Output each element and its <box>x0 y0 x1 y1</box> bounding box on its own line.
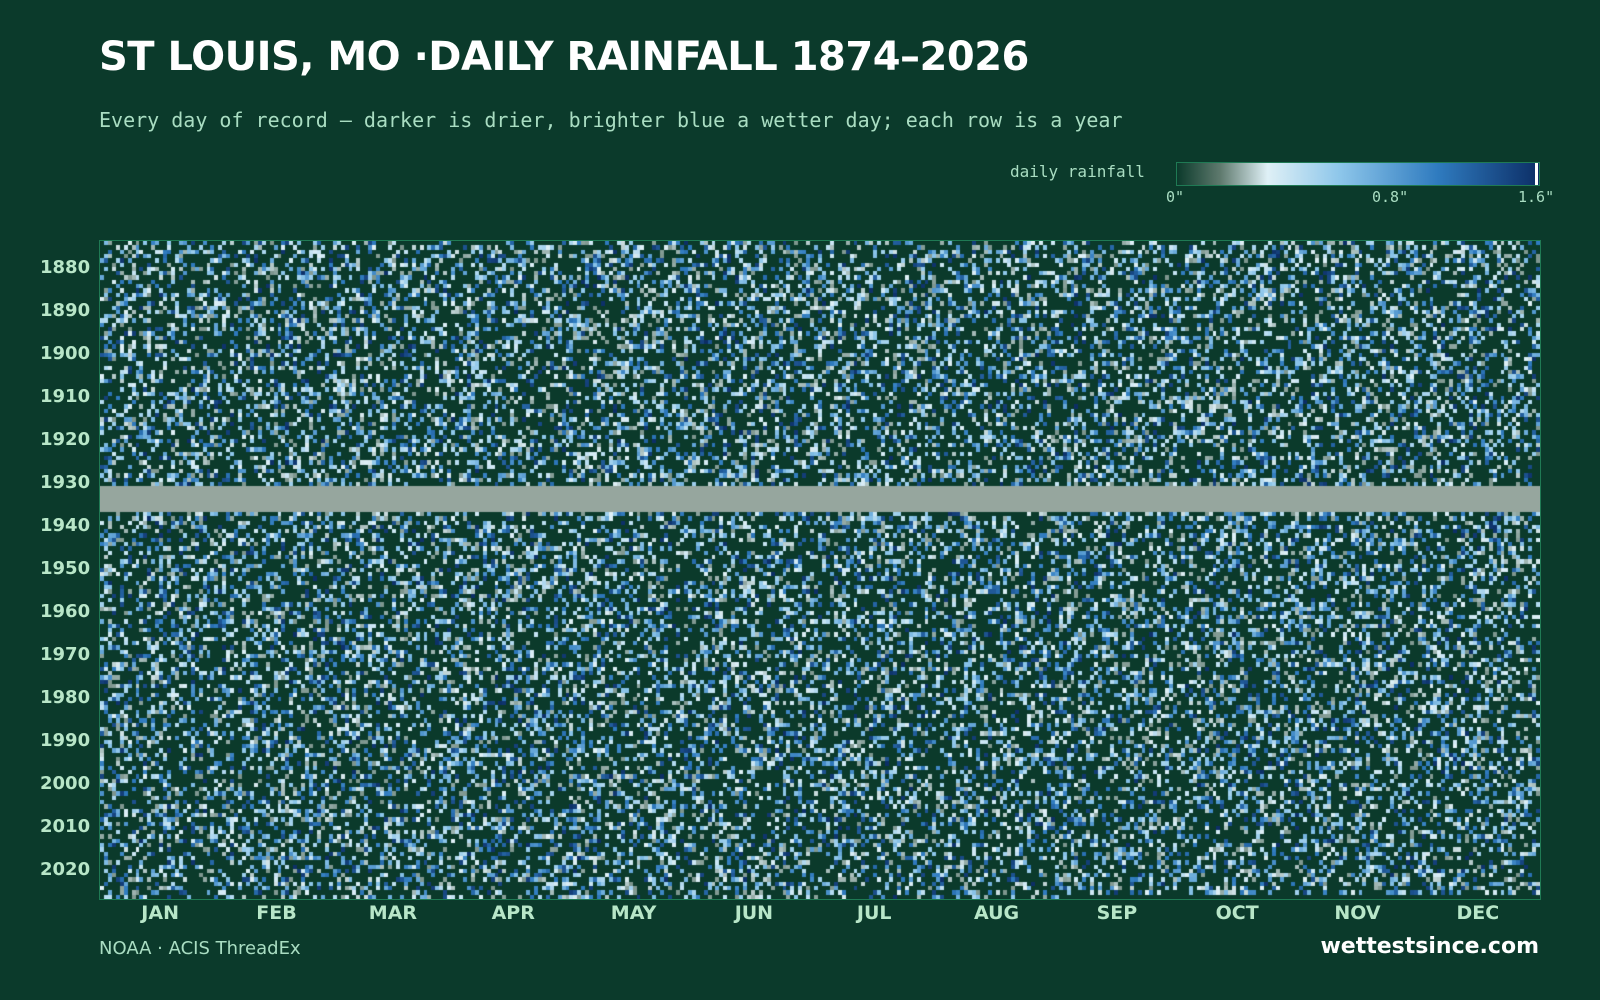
y-tick-label: 1880 <box>40 256 91 278</box>
y-tick-label: 2010 <box>40 816 91 838</box>
legend-tick-min: 0" <box>1166 188 1185 206</box>
y-tick-label: 1960 <box>40 601 91 622</box>
x-tick-label: JAN <box>141 902 179 924</box>
legend-max-marker <box>1535 163 1538 185</box>
data-source: NOAA · ACIS ThreadEx <box>99 938 301 959</box>
legend-color-scale <box>1176 162 1540 186</box>
rainfall-heatmap <box>99 240 1541 900</box>
y-tick-label: 1890 <box>40 299 91 321</box>
y-tick-label: 2020 <box>40 859 91 881</box>
y-tick-label: 1970 <box>40 644 91 665</box>
y-tick-label: 2000 <box>40 773 91 795</box>
brand-label: wettestsince.com <box>1320 934 1539 959</box>
y-tick-label: 1910 <box>40 385 91 407</box>
legend-tick-max: 1.6" <box>1518 188 1555 206</box>
chart-title: ST LOUIS, MO ·DAILY RAINFALL 1874–2026 <box>99 34 1029 80</box>
y-tick-label: 1920 <box>40 428 91 450</box>
y-tick-label: 1900 <box>40 342 91 364</box>
x-tick-label: MAY <box>610 902 657 924</box>
y-tick-label: 1930 <box>40 471 91 493</box>
y-tick-label: 1980 <box>40 687 91 709</box>
x-tick-label: JUN <box>734 902 774 924</box>
x-tick-label: AUG <box>973 902 1020 924</box>
x-tick-label: DEC <box>1456 902 1500 924</box>
x-tick-label: JUL <box>856 902 892 924</box>
y-tick-label: 1950 <box>40 558 91 579</box>
x-tick-label: FEB <box>256 902 297 924</box>
y-tick-label: 1990 <box>40 730 91 752</box>
x-tick-label: MAR <box>368 902 418 924</box>
legend-tick-mid: 0.8" <box>1372 188 1409 206</box>
chart-subtitle: Every day of record — darker is drier, b… <box>99 108 1123 132</box>
x-tick-label: OCT <box>1215 902 1259 924</box>
y-tick-label: 1940 <box>40 514 91 536</box>
legend-label: daily rainfall <box>1010 162 1145 181</box>
x-tick-label: NOV <box>1334 902 1381 924</box>
x-tick-label: SEP <box>1096 902 1138 924</box>
x-tick-label: APR <box>491 902 535 924</box>
